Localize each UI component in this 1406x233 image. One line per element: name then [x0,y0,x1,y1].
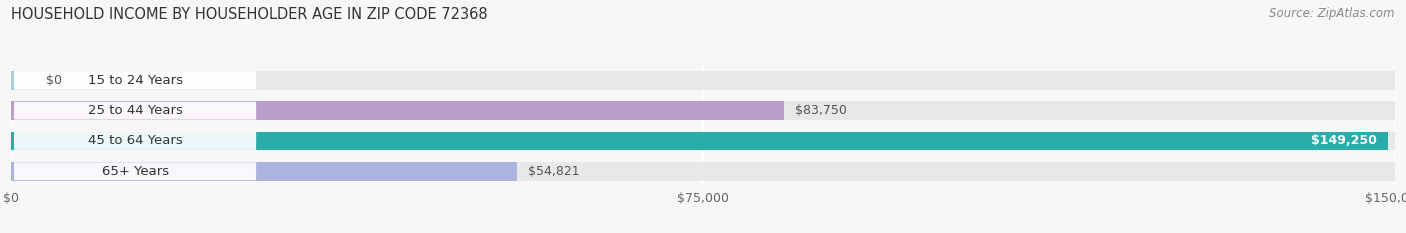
Bar [11,101,783,120]
Bar [11,162,1395,181]
FancyBboxPatch shape [14,102,256,120]
Text: HOUSEHOLD INCOME BY HOUSEHOLDER AGE IN ZIP CODE 72368: HOUSEHOLD INCOME BY HOUSEHOLDER AGE IN Z… [11,7,488,22]
Text: 15 to 24 Years: 15 to 24 Years [87,74,183,87]
Text: $149,250: $149,250 [1310,134,1376,147]
FancyBboxPatch shape [14,162,256,180]
Bar [11,132,1395,150]
Bar [11,101,1395,120]
FancyBboxPatch shape [14,132,256,150]
Text: $0: $0 [46,74,62,87]
Bar [11,71,14,90]
Text: 25 to 44 Years: 25 to 44 Years [87,104,183,117]
Bar [11,132,1388,150]
Text: $83,750: $83,750 [794,104,846,117]
Text: 65+ Years: 65+ Years [101,165,169,178]
Text: $54,821: $54,821 [527,165,579,178]
Text: Source: ZipAtlas.com: Source: ZipAtlas.com [1270,7,1395,20]
Bar [11,71,1395,90]
Text: 45 to 64 Years: 45 to 64 Years [87,134,183,147]
FancyBboxPatch shape [14,72,256,89]
Bar [11,162,517,181]
